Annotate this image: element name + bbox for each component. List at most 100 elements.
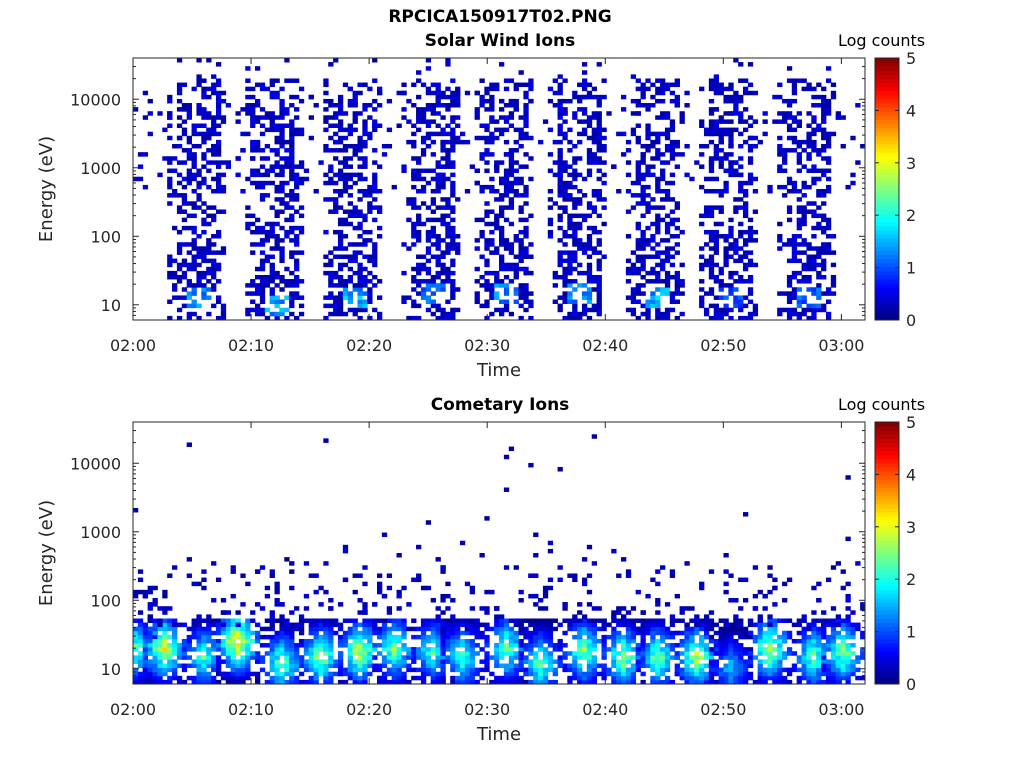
spectrogram-cell <box>337 127 344 133</box>
spectrogram-cell <box>230 679 236 685</box>
spectrogram-cell <box>372 148 378 153</box>
spectrogram-cell <box>333 58 339 63</box>
spectrogram-cell <box>172 647 178 652</box>
spectrogram-cell <box>435 655 441 660</box>
spectrogram-cell <box>625 307 632 313</box>
x-axis-label: Time <box>476 360 521 381</box>
spectrogram-cell <box>518 679 524 685</box>
spectrogram-cell <box>479 630 485 636</box>
spectrogram-cell <box>762 111 768 116</box>
spectrogram-cell <box>625 234 632 239</box>
spectrogram-cell <box>162 679 168 685</box>
spectrogram-cell <box>503 667 510 673</box>
spectrogram-cell <box>660 131 666 137</box>
spectrogram-cell <box>342 287 349 292</box>
spectrogram-cell <box>821 307 827 313</box>
spectrogram-cell <box>245 307 251 313</box>
spectrogram-cell <box>489 152 495 157</box>
spectrogram-cell <box>645 626 651 632</box>
spectrogram-cell <box>664 287 671 292</box>
spectrogram-cell <box>420 262 427 268</box>
spectrogram-cell <box>777 618 783 623</box>
spectrogram-cell <box>821 143 827 149</box>
spectrogram-cell <box>255 283 261 288</box>
spectrogram-cell <box>830 638 837 644</box>
spectrogram-cell <box>489 82 495 88</box>
spectrogram-cell <box>245 213 251 219</box>
spectrogram-cell <box>357 148 363 153</box>
spectrogram-cell <box>513 254 519 259</box>
spectrogram-cell <box>733 238 739 243</box>
spectrogram-cell <box>430 626 436 632</box>
spectrogram-cell <box>425 131 432 137</box>
spectrogram-cell <box>625 675 632 681</box>
spectrogram-cell <box>796 242 802 247</box>
spectrogram-cell <box>674 618 680 623</box>
spectrogram-cell <box>825 638 832 644</box>
spectrogram-cell <box>469 638 475 644</box>
spectrogram-cell <box>435 205 441 210</box>
spectrogram-cell <box>206 659 212 664</box>
spectrogram-cell <box>294 242 300 247</box>
spectrogram-cell <box>450 675 456 681</box>
spectrogram-cell <box>660 291 666 296</box>
spectrogram-cell <box>450 634 456 640</box>
spectrogram-cell <box>606 111 612 116</box>
spectrogram-cell <box>801 643 807 648</box>
spectrogram-cell <box>791 115 798 120</box>
spectrogram-cell <box>596 274 602 280</box>
spectrogram-cell <box>718 266 724 272</box>
spectrogram-cell <box>435 246 441 251</box>
spectrogram-cell <box>279 630 285 636</box>
spectrogram-cell <box>616 667 622 673</box>
spectrogram-cell <box>172 638 178 644</box>
spectrogram-cell <box>655 311 661 317</box>
spectrogram-cell <box>264 315 271 321</box>
spectrogram-cell <box>416 303 422 309</box>
spectrogram-cell <box>679 630 685 636</box>
spectrogram-cell <box>435 659 441 664</box>
spectrogram-cell <box>499 180 505 186</box>
spectrogram-cell <box>591 160 597 165</box>
spectrogram-cell <box>630 630 637 636</box>
spectrogram-cell <box>747 217 754 223</box>
spectrogram-cell <box>679 659 685 664</box>
spectrogram-cell <box>255 168 261 174</box>
spectrogram-cell <box>816 643 822 648</box>
spectrogram-cell <box>279 238 285 243</box>
spectrogram-cell <box>572 258 578 264</box>
spectrogram-cell <box>396 90 402 96</box>
spectrogram-cell <box>650 299 656 305</box>
spectrogram-cell <box>181 160 188 165</box>
spectrogram-cell <box>557 107 563 112</box>
spectrogram-cell <box>294 655 300 660</box>
spectrogram-cell <box>533 667 539 673</box>
spectrogram-cell <box>269 229 275 235</box>
spectrogram-cell <box>367 135 373 141</box>
spectrogram-cell <box>298 176 305 182</box>
spectrogram-cell <box>142 647 149 652</box>
spectrogram-cell <box>503 303 510 309</box>
spectrogram-cell <box>557 103 563 108</box>
spectrogram-cell <box>728 234 734 239</box>
spectrogram-cell <box>230 663 236 669</box>
spectrogram-cell <box>738 111 744 116</box>
spectrogram-cell <box>816 254 822 259</box>
spectrogram-cell <box>806 258 812 264</box>
spectrogram-cell <box>362 238 368 243</box>
spectrogram-cell <box>733 107 739 112</box>
spectrogram-cell <box>640 638 646 644</box>
spectrogram-cell <box>533 671 539 677</box>
spectrogram-cell <box>718 90 724 96</box>
spectrogram-cell <box>542 638 549 644</box>
spectrogram-cell <box>625 189 632 194</box>
spectrogram-cell <box>279 679 285 685</box>
spectrogram-cell <box>674 291 680 296</box>
spectrogram-cell <box>655 250 661 255</box>
spectrogram-cell <box>313 659 319 664</box>
spectrogram-cell <box>323 638 329 644</box>
spectrogram-cell <box>264 172 271 178</box>
spectrogram-cell <box>435 172 441 178</box>
spectrogram-cell <box>596 127 602 133</box>
spectrogram-cell <box>308 630 314 636</box>
